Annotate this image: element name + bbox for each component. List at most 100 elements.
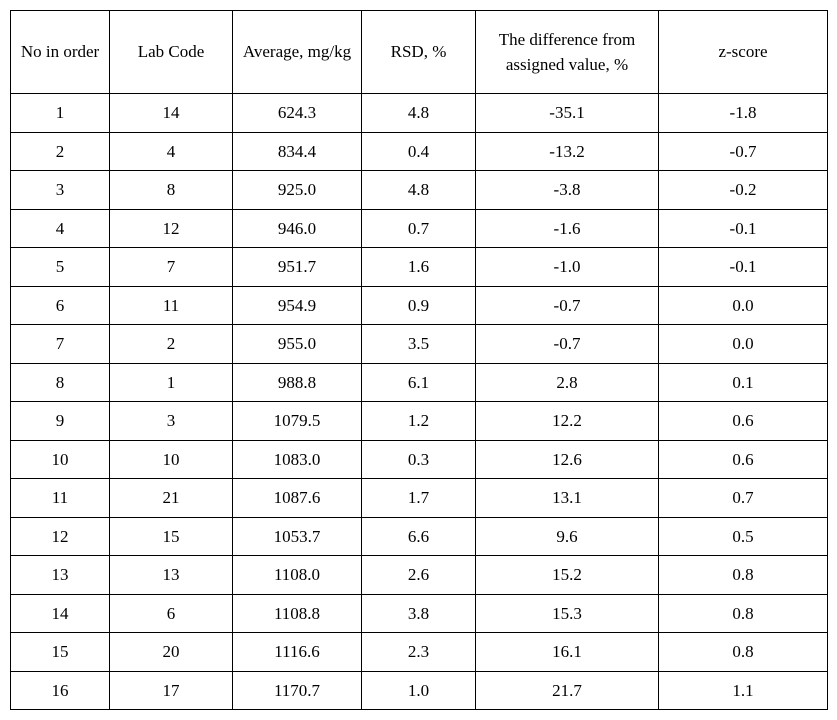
table-cell: 0.0 xyxy=(659,325,828,364)
table-row: 24834.40.4-13.2-0.7 xyxy=(11,132,828,171)
table-cell: 0.0 xyxy=(659,286,828,325)
table-cell: 1.7 xyxy=(362,479,476,518)
table-cell: 9.6 xyxy=(476,517,659,556)
table-cell: 2.8 xyxy=(476,363,659,402)
table-cell: -0.2 xyxy=(659,171,828,210)
table-cell: 15 xyxy=(110,517,233,556)
table-row: 10101083.00.312.60.6 xyxy=(11,440,828,479)
table-cell: 20 xyxy=(110,633,233,672)
table-cell: 4.8 xyxy=(362,94,476,133)
table-cell: 21.7 xyxy=(476,671,659,710)
table-cell: 12.2 xyxy=(476,402,659,441)
table-cell: 1053.7 xyxy=(233,517,362,556)
table-cell: 0.7 xyxy=(659,479,828,518)
table-cell: 1.2 xyxy=(362,402,476,441)
table-cell: 13 xyxy=(11,556,110,595)
table-cell: 6.1 xyxy=(362,363,476,402)
table-cell: -0.1 xyxy=(659,248,828,287)
table-row: 11211087.61.713.10.7 xyxy=(11,479,828,518)
table-cell: 0.6 xyxy=(659,440,828,479)
table-cell: -0.7 xyxy=(659,132,828,171)
table-cell: 2 xyxy=(110,325,233,364)
table-cell: 0.8 xyxy=(659,633,828,672)
table-cell: 0.8 xyxy=(659,556,828,595)
table-cell: -0.7 xyxy=(476,325,659,364)
table-cell: 17 xyxy=(110,671,233,710)
table-cell: 0.8 xyxy=(659,594,828,633)
table-cell: 6 xyxy=(11,286,110,325)
table-cell: 10 xyxy=(11,440,110,479)
table-cell: 0.6 xyxy=(659,402,828,441)
table-cell: 1 xyxy=(11,94,110,133)
table-cell: 14 xyxy=(110,94,233,133)
table-cell: 12 xyxy=(11,517,110,556)
table-cell: 9 xyxy=(11,402,110,441)
table-cell: -0.1 xyxy=(659,209,828,248)
col-header-average: Average, mg/kg xyxy=(233,11,362,94)
table-cell: -1.8 xyxy=(659,94,828,133)
table-cell: 1170.7 xyxy=(233,671,362,710)
table-cell: 14 xyxy=(11,594,110,633)
table-cell: 12 xyxy=(110,209,233,248)
table-cell: 3 xyxy=(110,402,233,441)
table-header: No in order Lab Code Average, mg/kg RSD,… xyxy=(11,11,828,94)
table-cell: 4 xyxy=(11,209,110,248)
table-cell: 1108.8 xyxy=(233,594,362,633)
table-row: 931079.51.212.20.6 xyxy=(11,402,828,441)
table-cell: 1 xyxy=(110,363,233,402)
table-row: 57951.71.6-1.0-0.1 xyxy=(11,248,828,287)
table-cell: 3 xyxy=(11,171,110,210)
col-header-lab-code: Lab Code xyxy=(110,11,233,94)
col-header-no-in-order: No in order xyxy=(11,11,110,94)
table-cell: 11 xyxy=(11,479,110,518)
table-cell: 8 xyxy=(11,363,110,402)
table-cell: -0.7 xyxy=(476,286,659,325)
table-cell: 0.1 xyxy=(659,363,828,402)
header-row: No in order Lab Code Average, mg/kg RSD,… xyxy=(11,11,828,94)
table-cell: 946.0 xyxy=(233,209,362,248)
table-cell: 10 xyxy=(110,440,233,479)
table-cell: 2.6 xyxy=(362,556,476,595)
table-cell: -1.0 xyxy=(476,248,659,287)
table-body: 114624.34.8-35.1-1.824834.40.4-13.2-0.73… xyxy=(11,94,828,710)
table-cell: 925.0 xyxy=(233,171,362,210)
table-cell: 15 xyxy=(11,633,110,672)
table-cell: 0.5 xyxy=(659,517,828,556)
table-row: 16171170.71.021.71.1 xyxy=(11,671,828,710)
table-cell: 16 xyxy=(11,671,110,710)
table-row: 13131108.02.615.20.8 xyxy=(11,556,828,595)
table-cell: 13.1 xyxy=(476,479,659,518)
table-cell: 954.9 xyxy=(233,286,362,325)
table-cell: 12.6 xyxy=(476,440,659,479)
table-cell: 11 xyxy=(110,286,233,325)
table-cell: -13.2 xyxy=(476,132,659,171)
table-row: 611954.90.9-0.70.0 xyxy=(11,286,828,325)
table-cell: 0.4 xyxy=(362,132,476,171)
table-cell: 1108.0 xyxy=(233,556,362,595)
table-cell: 1.0 xyxy=(362,671,476,710)
table-row: 412946.00.7-1.6-0.1 xyxy=(11,209,828,248)
col-header-rsd: RSD, % xyxy=(362,11,476,94)
table-cell: 0.7 xyxy=(362,209,476,248)
table-row: 12151053.76.69.60.5 xyxy=(11,517,828,556)
table-cell: 7 xyxy=(110,248,233,287)
table-cell: 988.8 xyxy=(233,363,362,402)
table-cell: 1083.0 xyxy=(233,440,362,479)
table-cell: 834.4 xyxy=(233,132,362,171)
table-cell: 8 xyxy=(110,171,233,210)
table-cell: 1079.5 xyxy=(233,402,362,441)
table-cell: 1116.6 xyxy=(233,633,362,672)
table-row: 72955.03.5-0.70.0 xyxy=(11,325,828,364)
table-cell: 7 xyxy=(11,325,110,364)
table-cell: 0.9 xyxy=(362,286,476,325)
table-cell: 15.2 xyxy=(476,556,659,595)
table-cell: 1.6 xyxy=(362,248,476,287)
table-row: 15201116.62.316.10.8 xyxy=(11,633,828,672)
table-cell: 955.0 xyxy=(233,325,362,364)
col-header-difference: The difference from assigned value, % xyxy=(476,11,659,94)
table-cell: 3.8 xyxy=(362,594,476,633)
table-row: 1461108.83.815.30.8 xyxy=(11,594,828,633)
table-cell: 4 xyxy=(110,132,233,171)
table-cell: 3.5 xyxy=(362,325,476,364)
col-header-zscore: z-score xyxy=(659,11,828,94)
